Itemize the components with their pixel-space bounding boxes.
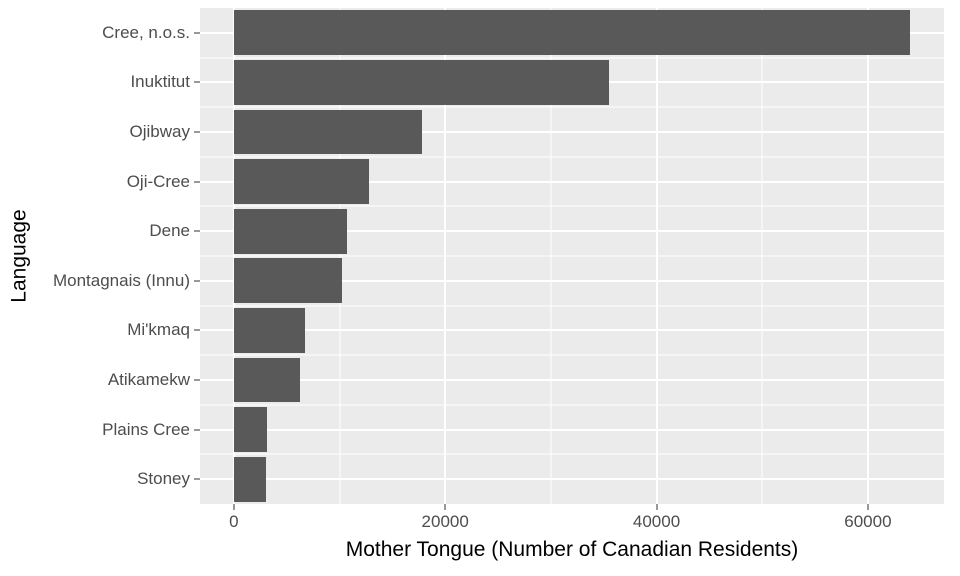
grid-horizontal-minor <box>200 156 944 157</box>
x-tick-label: 40000 <box>633 512 680 532</box>
y-tick-label: Plains Cree <box>102 420 190 440</box>
bar <box>234 159 369 204</box>
bar <box>234 60 609 105</box>
grid-horizontal-minor <box>200 206 944 207</box>
x-tick-mark <box>445 504 446 510</box>
y-axis-title-wrap: Language <box>0 0 40 512</box>
grid-horizontal <box>200 478 944 480</box>
grid-horizontal-minor <box>200 107 944 108</box>
y-tick-label: Ojibway <box>130 122 190 142</box>
x-tick-mark <box>867 504 868 510</box>
x-tick-label: 20000 <box>422 512 469 532</box>
y-tick-label: Montagnais (Innu) <box>53 271 190 291</box>
x-tick-label: 60000 <box>844 512 891 532</box>
chart-container: Language Cree, n.o.s. Inuktitut Ojibway Oji… <box>0 0 960 576</box>
x-axis-title: Mother Tongue (Number of Canadian Reside… <box>200 538 944 562</box>
grid-horizontal <box>200 329 944 331</box>
bar <box>234 308 305 353</box>
grid-horizontal-minor <box>200 57 944 58</box>
x-tick-label: 0 <box>229 512 238 532</box>
bar <box>234 358 301 403</box>
y-tick-label: Stoney <box>137 469 190 489</box>
grid-horizontal-minor <box>200 355 944 356</box>
y-tick-label: Inuktitut <box>130 72 190 92</box>
grid-horizontal-minor <box>200 454 944 455</box>
bar <box>234 407 267 452</box>
y-tick-label: Mi'kmaq <box>127 320 190 340</box>
grid-horizontal-minor <box>200 305 944 306</box>
grid-horizontal <box>200 429 944 431</box>
x-axis-ticks: 0 20000 40000 60000 <box>200 504 944 538</box>
y-tick-label: Cree, n.o.s. <box>102 23 190 43</box>
grid-horizontal-minor <box>200 404 944 405</box>
y-axis-ticks: Cree, n.o.s. Inuktitut Ojibway Oji-Cree Dene… <box>40 0 200 512</box>
y-tick-label: Atikamekw <box>108 370 190 390</box>
grid-horizontal <box>200 379 944 381</box>
plot-panel <box>200 8 944 504</box>
bar <box>234 110 422 155</box>
y-tick-label: Dene <box>149 221 190 241</box>
y-axis-title: Language <box>8 209 32 302</box>
x-tick-mark <box>233 504 234 510</box>
bar <box>234 457 266 502</box>
x-tick-mark <box>656 504 657 510</box>
y-tick-label: Oji-Cree <box>127 172 190 192</box>
grid-horizontal-minor <box>200 256 944 257</box>
bar <box>234 209 347 254</box>
bar <box>234 258 342 303</box>
bar <box>234 10 910 55</box>
